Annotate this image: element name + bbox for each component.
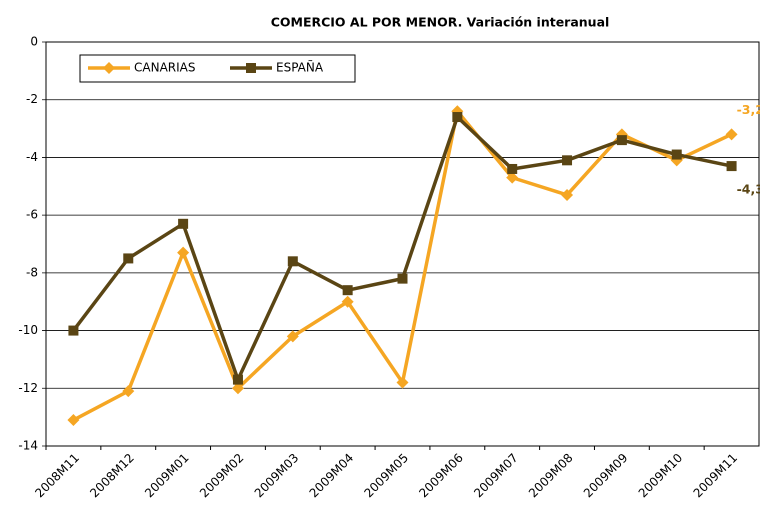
- data-label: -3,2: [737, 102, 760, 117]
- marker: [671, 149, 682, 160]
- x-tick-label: 2008M12: [87, 451, 137, 501]
- marker: [397, 273, 408, 284]
- marker: [123, 253, 134, 264]
- x-tick-label: 2009M10: [636, 451, 686, 501]
- marker: [178, 218, 189, 229]
- y-tick-label: -8: [26, 265, 38, 279]
- marker: [561, 188, 574, 201]
- y-tick-label: -10: [18, 323, 38, 337]
- legend-label: CANARIAS: [134, 61, 195, 75]
- x-tick-label: 2009M03: [252, 451, 302, 501]
- x-tick-label: 2009M04: [307, 451, 357, 501]
- marker: [231, 382, 244, 395]
- x-tick-label: 2009M07: [471, 451, 521, 501]
- x-tick-label: 2009M09: [581, 451, 631, 501]
- plot-border: [45, 41, 760, 447]
- chart-title: COMERCIO AL POR MENOR. Variación interan…: [271, 15, 610, 30]
- x-tick-label: 2008M11: [32, 451, 82, 501]
- x-tick-label: 2009M02: [197, 451, 247, 501]
- x-tick-label: 2009M08: [526, 451, 576, 501]
- marker: [287, 256, 298, 267]
- marker: [342, 285, 353, 296]
- x-tick-label: 2009M01: [142, 451, 192, 501]
- series-line: [72, 115, 732, 382]
- marker: [232, 374, 243, 385]
- y-tick-label: -14: [18, 439, 38, 453]
- marker: [726, 161, 737, 172]
- y-tick-label: -12: [18, 381, 38, 395]
- y-tick-label: 0: [30, 35, 38, 49]
- marker: [68, 325, 79, 336]
- marker: [506, 171, 519, 184]
- x-tick-label: 2009M06: [416, 451, 466, 501]
- y-tick-label: -4: [26, 150, 38, 164]
- marker: [452, 112, 463, 123]
- marker: [341, 295, 354, 308]
- marker: [725, 128, 738, 141]
- data-label: -4,3: [737, 182, 760, 197]
- marker: [562, 155, 573, 166]
- x-tick-label: 2009M11: [691, 451, 741, 501]
- x-tick-label: 2009M05: [361, 451, 411, 501]
- legend-marker: [246, 63, 256, 73]
- marker: [616, 135, 627, 146]
- legend-label: ESPAÑA: [276, 60, 324, 75]
- marker: [507, 163, 518, 174]
- marker: [177, 246, 190, 259]
- marker: [396, 376, 409, 389]
- marker: [67, 414, 80, 427]
- legend-marker: [103, 62, 115, 74]
- y-tick-label: -2: [26, 92, 38, 106]
- marker: [122, 385, 135, 398]
- y-tick-label: -6: [26, 208, 38, 222]
- marker: [286, 330, 299, 343]
